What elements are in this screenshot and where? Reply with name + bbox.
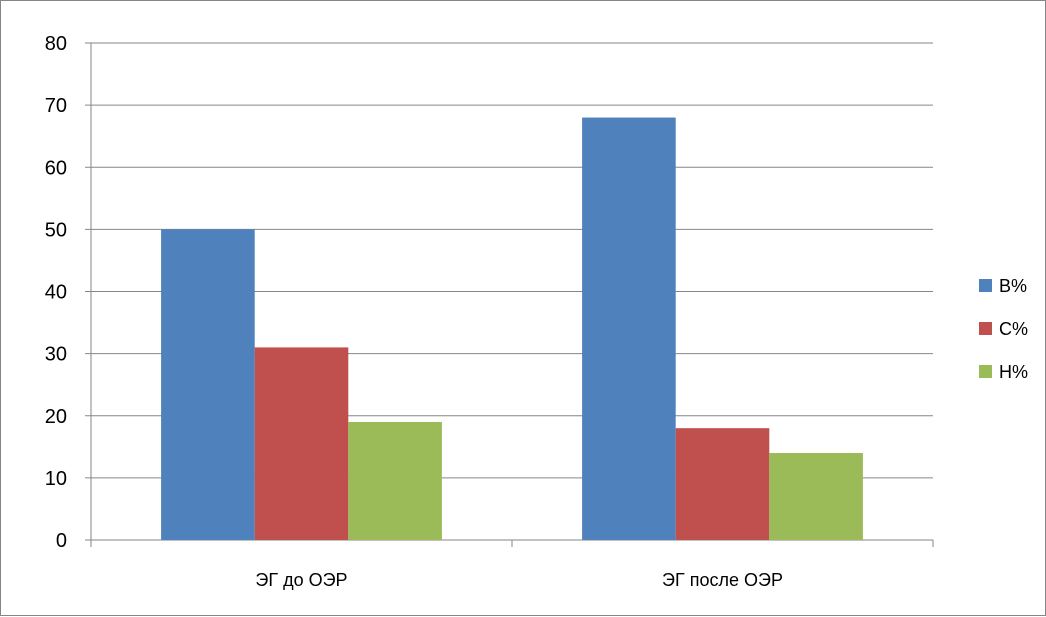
y-tick-label: 70 — [45, 95, 67, 117]
legend: В% С% Н% — [979, 276, 1028, 382]
y-tick-label: 30 — [45, 344, 67, 366]
legend-swatch — [979, 279, 992, 292]
y-tick-label: 0 — [56, 530, 67, 552]
y-tick-label: 40 — [45, 282, 67, 304]
bar — [161, 229, 255, 540]
bar — [254, 347, 349, 540]
y-tick-label: 60 — [45, 157, 67, 179]
legend-label: Н% — [999, 362, 1028, 382]
legend-swatch — [979, 365, 992, 378]
bar — [769, 453, 863, 540]
legend-label: В% — [999, 276, 1027, 296]
legend-label: С% — [999, 319, 1028, 339]
labels: 0 10 20 30 40 50 60 70 80 ЭГ до ОЭР ЭГ после ОЭР — [45, 33, 783, 590]
bar — [582, 117, 676, 541]
y-tick-label: 80 — [45, 33, 67, 55]
y-tick-label: 10 — [45, 468, 67, 490]
bars — [161, 117, 863, 541]
x-tick-label: ЭГ до ОЭР — [255, 570, 347, 590]
y-tick-label: 50 — [45, 219, 67, 241]
legend-swatch — [979, 322, 992, 335]
bar — [675, 428, 770, 540]
y-tick-label: 20 — [45, 406, 67, 428]
bar — [348, 421, 442, 540]
x-tick-label: ЭГ после ОЭР — [662, 570, 783, 590]
